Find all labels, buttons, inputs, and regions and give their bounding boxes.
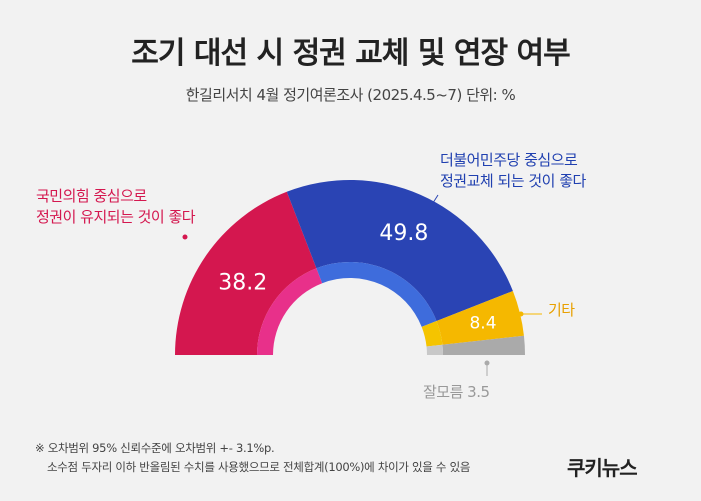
footnote-line-1: ※ 오차범위 95% 신뢰수준에 오차범위 +- 3.1%p.	[35, 441, 275, 455]
chart-title: 조기 대선 시 정권 교체 및 연장 여부	[131, 36, 571, 71]
slice-0	[175, 191, 317, 355]
data-label-2: 8.4	[469, 313, 496, 333]
slice-2	[436, 291, 524, 345]
footnote-line-2: 소수점 두자리 이하 반올림된 수치를 사용했으므로 전체합계(100%)에 차…	[47, 460, 471, 474]
slice-inner-band-0	[257, 268, 323, 355]
leader-dot-other	[518, 311, 524, 317]
footnote: ※ 오차범위 95% 신뢰수준에 오차범위 +- 3.1%p. 소수점 두자리 …	[35, 439, 470, 477]
leader-dot-dont-know	[484, 360, 490, 366]
slice-inner-band-2	[421, 321, 443, 347]
label-dont-know: 잘모름 3.5	[423, 383, 490, 401]
data-label-1: 49.8	[379, 221, 428, 246]
chart-subtitle: 한길리서치 4월 정기여론조사 (2025.4.5~7) 단위: %	[185, 86, 516, 104]
brand-logo: 쿠키뉴스	[567, 456, 638, 480]
slice-1	[286, 179, 513, 322]
leader-dot-ppp	[182, 234, 188, 240]
label-ppp: 국민의힘 중심으로 정권이 유지되는 것이 좋다	[36, 187, 196, 226]
leader-dot-dpk	[428, 203, 434, 209]
slice-inner-band-1	[316, 262, 437, 327]
slice-3	[442, 335, 526, 355]
label-dpk: 더불어민주당 중심으로 정권교체 되는 것이 좋다	[440, 151, 586, 190]
slice-inner-band-3	[426, 344, 444, 355]
data-label-0: 38.2	[218, 270, 267, 295]
label-other: 기타	[548, 301, 575, 319]
